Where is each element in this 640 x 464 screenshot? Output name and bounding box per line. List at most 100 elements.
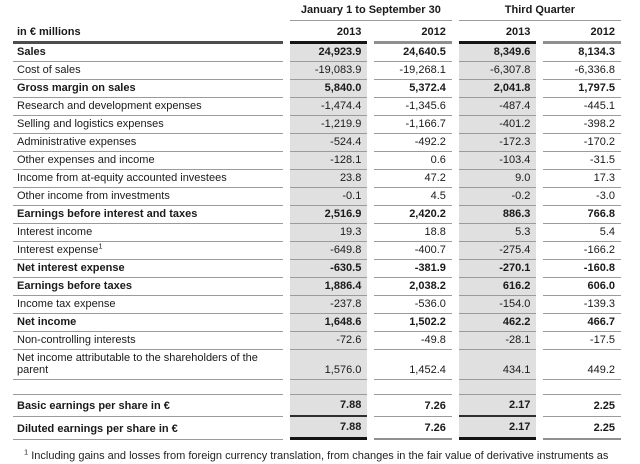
- cell-value: 18.8: [374, 224, 452, 242]
- table-row: Earnings before interest and taxes 2,516.…: [13, 206, 621, 224]
- cell-value: 7.88: [289, 395, 368, 417]
- table-row: Net income 1,648.6 1,502.2 462.2 466.7: [13, 314, 621, 332]
- spacer-cell: [458, 380, 537, 395]
- row-label: Non-controlling interests: [13, 332, 283, 350]
- row-label: Administrative expenses: [13, 134, 283, 152]
- cell-value: 606.0: [543, 278, 621, 296]
- cell-value: -1,474.4: [289, 98, 368, 116]
- table-row: Cost of sales -19,083.9 -19,268.1 -6,307.8-…: [13, 62, 621, 80]
- year-header-q3-2013: 2013: [458, 21, 537, 44]
- cell-value: -400.7: [374, 242, 452, 260]
- footnote-text: Including gains and losses from foreign …: [31, 450, 609, 462]
- row-label: Net income attributable to the sharehold…: [13, 350, 283, 380]
- cell-value: -445.1: [543, 98, 621, 116]
- spacer-row: [13, 380, 621, 395]
- cell-value: -49.8: [374, 332, 452, 350]
- cell-value: -154.0: [458, 296, 537, 314]
- cell-value: 2.25: [543, 417, 621, 440]
- cell-value: 5.4: [543, 224, 621, 242]
- cell-value: 2,041.8: [458, 80, 537, 98]
- cell-value: 2.25: [543, 395, 621, 417]
- period-label-third-quarter: Third Quarter: [458, 3, 621, 21]
- cell-value: 8,349.6: [458, 44, 537, 62]
- cell-value: 766.8: [543, 206, 621, 224]
- cell-value: 449.2: [543, 350, 621, 380]
- cell-value: -139.3: [543, 296, 621, 314]
- cell-value: 5,840.0: [289, 80, 368, 98]
- table-row: Interest income 19.3 18.8 5.3 5.4: [13, 224, 621, 242]
- cell-value: -270.1: [458, 260, 537, 278]
- cell-value: -649.8: [289, 242, 368, 260]
- cell-value: 1,886.4: [289, 278, 368, 296]
- year-header-q3-2012: 2012: [543, 21, 621, 44]
- row-label: Earnings before taxes: [13, 278, 283, 296]
- cell-value: 1,648.6: [289, 314, 368, 332]
- table-row: Interest expense1 -649.8 -400.7 -275.4 -166.…: [13, 242, 621, 260]
- row-label: Interest income: [13, 224, 283, 242]
- row-label: Gross margin on sales: [13, 80, 283, 98]
- cell-value: 23.8: [289, 170, 368, 188]
- table-row: Other income from investments -0.1 4.5 -0.2…: [13, 188, 621, 206]
- cell-value: -401.2: [458, 116, 537, 134]
- cell-value: -630.5: [289, 260, 368, 278]
- cell-value: 466.7: [543, 314, 621, 332]
- row-label: Earnings before interest and taxes: [13, 206, 283, 224]
- table-row: Research and development expenses -1,474.…: [13, 98, 621, 116]
- cell-value: -381.9: [374, 260, 452, 278]
- cell-value: 1,576.0: [289, 350, 368, 380]
- cell-value: 1,502.2: [374, 314, 452, 332]
- cell-value: -128.1: [289, 152, 368, 170]
- row-label: Basic earnings per share in €: [13, 395, 283, 417]
- cell-value: -524.4: [289, 134, 368, 152]
- cell-value: -6,336.8: [543, 62, 621, 80]
- income-statement-table: January 1 to September 30 Third Quarter …: [6, 3, 628, 440]
- cell-value: -492.2: [374, 134, 452, 152]
- row-label: Interest expense1: [13, 242, 283, 260]
- cell-value: -1,166.7: [374, 116, 452, 134]
- cell-value: -1,219.9: [289, 116, 368, 134]
- cell-value: -19,083.9: [289, 62, 368, 80]
- row-label: Other expenses and income: [13, 152, 283, 170]
- cell-value: 7.88: [289, 417, 368, 440]
- table-row: Income from at-equity accounted investee…: [13, 170, 621, 188]
- period-header-row: January 1 to September 30 Third Quarter: [13, 3, 621, 21]
- table-row: Administrative expenses -524.4 -492.2 -172.…: [13, 134, 621, 152]
- table-row: Basic earnings per share in € 7.88 7.26 2.1…: [13, 395, 621, 417]
- table-row: Gross margin on sales 5,840.0 5,372.4 2,041…: [13, 80, 621, 98]
- cell-value: 462.2: [458, 314, 537, 332]
- row-label: Income from at-equity accounted investee…: [13, 170, 283, 188]
- spacer-cell: [374, 380, 452, 395]
- cell-value: 24,923.9: [289, 44, 368, 62]
- table-row: Net interest expense -630.5 -381.9 -270.1 -1…: [13, 260, 621, 278]
- cell-value: -170.2: [543, 134, 621, 152]
- row-label: Diluted earnings per share in €: [13, 417, 283, 440]
- cell-value: -72.6: [289, 332, 368, 350]
- unit-label: in € millions: [13, 21, 283, 44]
- cell-value: -103.4: [458, 152, 537, 170]
- cell-value: -19,268.1: [374, 62, 452, 80]
- period-header-spacer: [13, 3, 283, 21]
- table-row: Non-controlling interests -72.6 -49.8 -28.1…: [13, 332, 621, 350]
- row-label: Net income: [13, 314, 283, 332]
- row-label: Net interest expense: [13, 260, 283, 278]
- table-row: Income tax expense -237.8 -536.0 -154.0 -139…: [13, 296, 621, 314]
- table-row: Earnings before taxes 1,886.4 2,038.2 616.2…: [13, 278, 621, 296]
- cell-value: -536.0: [374, 296, 452, 314]
- row-label: Cost of sales: [13, 62, 283, 80]
- footnote: 1 Including gains and losses from foreig…: [24, 448, 624, 464]
- table-row: Net income attributable to the sharehold…: [13, 350, 621, 380]
- cell-value: 1,452.4: [374, 350, 452, 380]
- cell-value: -0.2: [458, 188, 537, 206]
- cell-value: -31.5: [543, 152, 621, 170]
- cell-value: -3.0: [543, 188, 621, 206]
- cell-value: 8,134.3: [543, 44, 621, 62]
- footnote-ref: 1: [98, 241, 103, 251]
- year-header-9m-2013: 2013: [289, 21, 368, 44]
- cell-value: 17.3: [543, 170, 621, 188]
- table-row: Sales 24,923.9 24,640.5 8,349.6 8,134.3: [13, 44, 621, 62]
- spacer-cell: [289, 380, 368, 395]
- cell-value: 5,372.4: [374, 80, 452, 98]
- spacer-cell: [13, 380, 283, 395]
- cell-value: -0.1: [289, 188, 368, 206]
- cell-value: 2.17: [458, 395, 537, 417]
